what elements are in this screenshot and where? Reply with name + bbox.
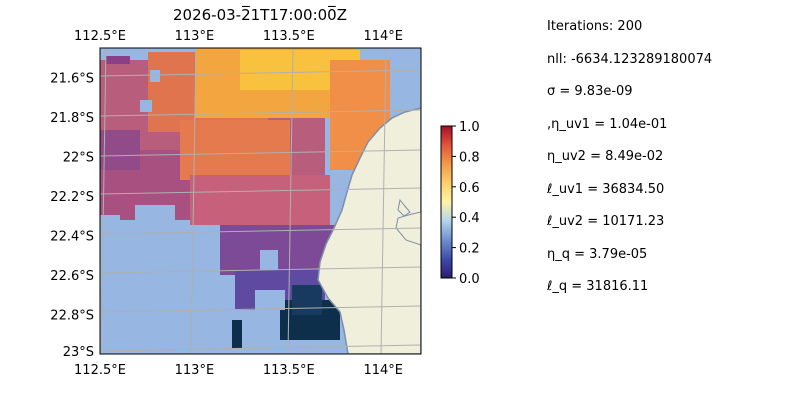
colorbar-tick-label: 0.0 bbox=[459, 272, 480, 287]
x-tick-label-bottom: 113°E bbox=[175, 363, 215, 378]
gridlines bbox=[100, 48, 421, 354]
x-tick-labels: 112.5°E 112.5°E 113°E 113°E 113.5°E 113.5°E 11… bbox=[74, 29, 403, 378]
x-tick-label-bottom: 114°E bbox=[363, 363, 403, 378]
y-tick-label: 22.4°S bbox=[50, 230, 94, 245]
colorbar-gradient bbox=[440, 125, 453, 279]
stat-line: ℓ_uv2 = 10171.23 bbox=[547, 214, 665, 229]
x-tick-label-bottom: 113.5°E bbox=[263, 363, 315, 378]
x-tick-label-top: 114°E bbox=[363, 29, 403, 44]
stat-line: η_q = 3.79e-05 bbox=[547, 246, 648, 262]
land-coast bbox=[317, 107, 421, 354]
colorbar-ticks: 0.0 0.2 0.4 0.6 0.8 1.0 bbox=[452, 120, 480, 287]
y-tick-label: 22.2°S bbox=[50, 190, 94, 205]
y-tick-label: 21.6°S bbox=[50, 72, 94, 87]
stat-line: nll: -6634.123289180074 bbox=[547, 51, 713, 67]
y-tick-label: 23°S bbox=[63, 345, 94, 360]
map-frame bbox=[99, 47, 422, 355]
colorbar-tick-label: 0.4 bbox=[459, 211, 480, 226]
colorbar-tick-label: 0.6 bbox=[459, 181, 480, 196]
y-tick-label: 22.6°S bbox=[50, 269, 94, 284]
stat-line: Iterations: 200 bbox=[547, 19, 643, 34]
stat-line: ℓ_q = 31816.11 bbox=[547, 279, 649, 294]
colorbar-tick-label: 0.2 bbox=[459, 242, 480, 257]
x-tick-label-top: 112.5°E bbox=[74, 29, 126, 44]
y-tick-label: 22.8°S bbox=[50, 309, 94, 324]
chart-title: 2026-03-2̅1T17:00:00̅Z bbox=[173, 5, 347, 24]
stat-line: σ = 9.83e-09 bbox=[547, 84, 633, 99]
y-tick-label: 22°S bbox=[63, 151, 94, 166]
y-tick-label: 21.8°S bbox=[50, 111, 94, 126]
colorbar-tick-label: 0.8 bbox=[459, 150, 480, 165]
land-island bbox=[397, 198, 411, 217]
map-axes bbox=[100, 48, 421, 354]
colorbar-tick-label: 1.0 bbox=[459, 120, 480, 135]
x-tick-label-top: 113.5°E bbox=[263, 29, 315, 44]
x-tick-label-bottom: 112.5°E bbox=[74, 363, 126, 378]
colorbar: 0.0 0.2 0.4 0.6 0.8 1.0 bbox=[440, 120, 480, 287]
stat-line: ℓ_uv1 = 36834.50 bbox=[547, 181, 665, 197]
x-tick-label-top: 113°E bbox=[175, 29, 215, 44]
stat-line: ,η_uv1 = 1.04e-01 bbox=[547, 116, 668, 132]
y-tick-labels: 21.6°S 21.8°S 22°S 22.2°S 22.4°S 22.6°S 22.8°S… bbox=[50, 72, 94, 360]
stat-line: η_uv2 = 8.49e-02 bbox=[547, 149, 664, 164]
